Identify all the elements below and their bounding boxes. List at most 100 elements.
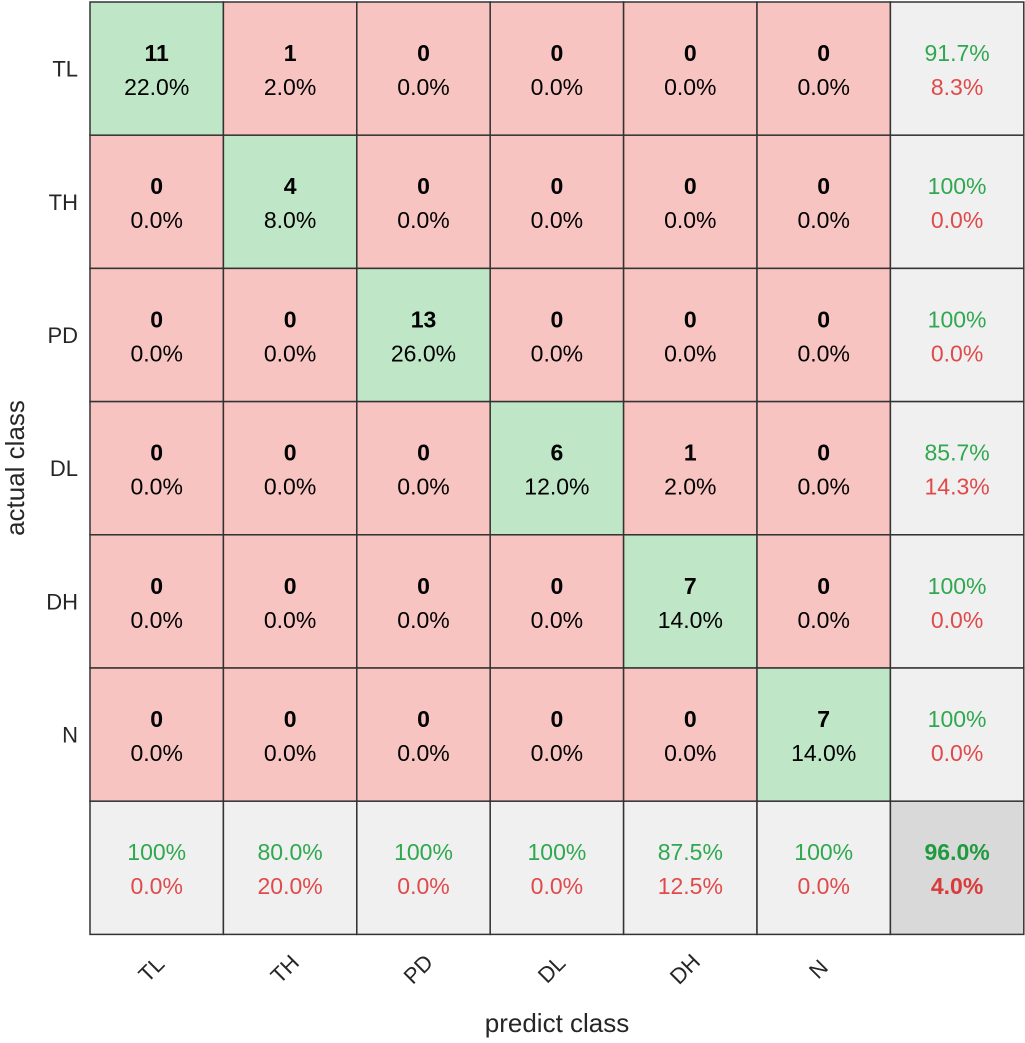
matrix-cell: 7 14.0% bbox=[622, 534, 758, 669]
cell-count: 4 bbox=[284, 173, 297, 199]
column-error-rate: 0.0% bbox=[531, 873, 583, 899]
column-summary-cell: 100% 0.0% bbox=[356, 800, 491, 936]
cell-background bbox=[222, 134, 358, 270]
cell-background bbox=[756, 667, 892, 802]
cell-percentage: 0.0% bbox=[130, 340, 182, 366]
matrix-cell: 0 0.0% bbox=[622, 134, 758, 270]
column-error-rate: 0.0% bbox=[797, 873, 849, 899]
matrix-cell: 0 0.0% bbox=[756, 267, 892, 403]
matrix-cell: 0 0.0% bbox=[489, 667, 625, 802]
column-correct-rate: 100% bbox=[794, 839, 853, 865]
overall-correct-rate: 96.0% bbox=[924, 839, 989, 865]
cell-count: 13 bbox=[411, 306, 437, 332]
row-correct-rate: 100% bbox=[928, 706, 987, 732]
matrix-cell: 0 0.0% bbox=[89, 534, 225, 669]
cell-count: 6 bbox=[551, 440, 564, 466]
column-summary-cell: 87.5% 12.5% bbox=[622, 800, 758, 936]
cell-background bbox=[222, 667, 358, 802]
y-tick-label: DL bbox=[50, 456, 78, 481]
matrix-cell: 0 0.0% bbox=[756, 134, 892, 270]
cell-percentage: 0.0% bbox=[531, 740, 583, 766]
cell-count: 0 bbox=[817, 173, 830, 199]
row-correct-rate: 100% bbox=[928, 573, 987, 599]
cell-background bbox=[756, 400, 892, 536]
cell-background bbox=[356, 667, 491, 802]
cell-background bbox=[889, 1, 1025, 136]
cell-count: 1 bbox=[684, 440, 697, 466]
cell-background bbox=[356, 1, 491, 136]
cell-background bbox=[356, 800, 491, 936]
column-error-rate: 0.0% bbox=[397, 873, 449, 899]
row-summary-cell: 100% 0.0% bbox=[889, 134, 1025, 270]
column-summary-cell: 80.0% 20.0% bbox=[222, 800, 358, 936]
matrix-cell: 0 0.0% bbox=[222, 400, 358, 536]
matrix-cell: 0 0.0% bbox=[622, 667, 758, 802]
cell-percentage: 26.0% bbox=[391, 340, 456, 366]
cell-background bbox=[356, 134, 491, 270]
cell-background bbox=[222, 800, 358, 936]
cell-background bbox=[356, 267, 491, 403]
cell-count: 0 bbox=[684, 306, 697, 332]
cell-percentage: 0.0% bbox=[664, 340, 716, 366]
cell-percentage: 2.0% bbox=[264, 74, 316, 100]
cell-count: 0 bbox=[551, 40, 564, 66]
cell-percentage: 0.0% bbox=[397, 740, 449, 766]
cell-percentage: 0.0% bbox=[797, 74, 849, 100]
cell-background bbox=[222, 534, 358, 669]
column-error-rate: 12.5% bbox=[658, 873, 723, 899]
cell-count: 7 bbox=[817, 706, 830, 732]
cell-background bbox=[756, 534, 892, 669]
matrix-cell: 0 0.0% bbox=[356, 667, 491, 802]
column-summary-cell: 100% 0.0% bbox=[489, 800, 625, 936]
cell-count: 0 bbox=[284, 306, 297, 332]
cell-background bbox=[889, 134, 1025, 270]
cell-percentage: 14.0% bbox=[791, 740, 856, 766]
cell-percentage: 0.0% bbox=[130, 474, 182, 500]
cell-background bbox=[89, 800, 225, 936]
cell-count: 0 bbox=[817, 40, 830, 66]
column-summary-cell: 100% 0.0% bbox=[756, 800, 892, 936]
column-error-rate: 20.0% bbox=[257, 873, 322, 899]
matrix-cell: 0 0.0% bbox=[622, 1, 758, 136]
row-error-rate: 8.3% bbox=[931, 74, 983, 100]
matrix-cell: 0 0.0% bbox=[89, 267, 225, 403]
matrix-cell: 0 0.0% bbox=[222, 667, 358, 802]
cell-count: 11 bbox=[145, 40, 170, 66]
cell-percentage: 0.0% bbox=[397, 74, 449, 100]
cell-count: 0 bbox=[817, 573, 830, 599]
cell-percentage: 0.0% bbox=[531, 607, 583, 633]
cell-percentage: 0.0% bbox=[664, 740, 716, 766]
cell-count: 0 bbox=[551, 573, 564, 599]
cell-percentage: 0.0% bbox=[664, 74, 716, 100]
matrix-cell: 0 0.0% bbox=[756, 1, 892, 136]
matrix-cell: 0 0.0% bbox=[756, 400, 892, 536]
row-correct-rate: 85.7% bbox=[924, 440, 989, 466]
cell-background bbox=[356, 534, 491, 669]
cell-count: 0 bbox=[684, 173, 697, 199]
cell-count: 0 bbox=[684, 40, 697, 66]
column-correct-rate: 100% bbox=[527, 839, 586, 865]
cell-percentage: 0.0% bbox=[797, 207, 849, 233]
cell-percentage: 0.0% bbox=[531, 340, 583, 366]
cell-background bbox=[89, 400, 225, 536]
cell-percentage: 0.0% bbox=[130, 207, 182, 233]
matrix-cell: 0 0.0% bbox=[222, 534, 358, 669]
cell-background bbox=[756, 1, 892, 136]
y-tick-label: PD bbox=[47, 323, 78, 348]
matrix-cell: 0 0.0% bbox=[89, 400, 225, 536]
row-summary-cell: 100% 0.0% bbox=[889, 267, 1025, 403]
cell-percentage: 0.0% bbox=[264, 740, 316, 766]
cell-background bbox=[222, 400, 358, 536]
matrix-cell: 0 0.0% bbox=[222, 267, 358, 403]
matrix-cell: 1 2.0% bbox=[622, 400, 758, 536]
cell-background bbox=[89, 134, 225, 270]
cell-count: 0 bbox=[150, 440, 163, 466]
cell-background bbox=[89, 267, 225, 403]
cell-background bbox=[222, 1, 358, 136]
cell-percentage: 8.0% bbox=[264, 207, 316, 233]
x-tick-label: PD bbox=[399, 949, 438, 988]
cell-background bbox=[489, 134, 625, 270]
cell-percentage: 0.0% bbox=[797, 340, 849, 366]
row-error-rate: 0.0% bbox=[931, 740, 983, 766]
